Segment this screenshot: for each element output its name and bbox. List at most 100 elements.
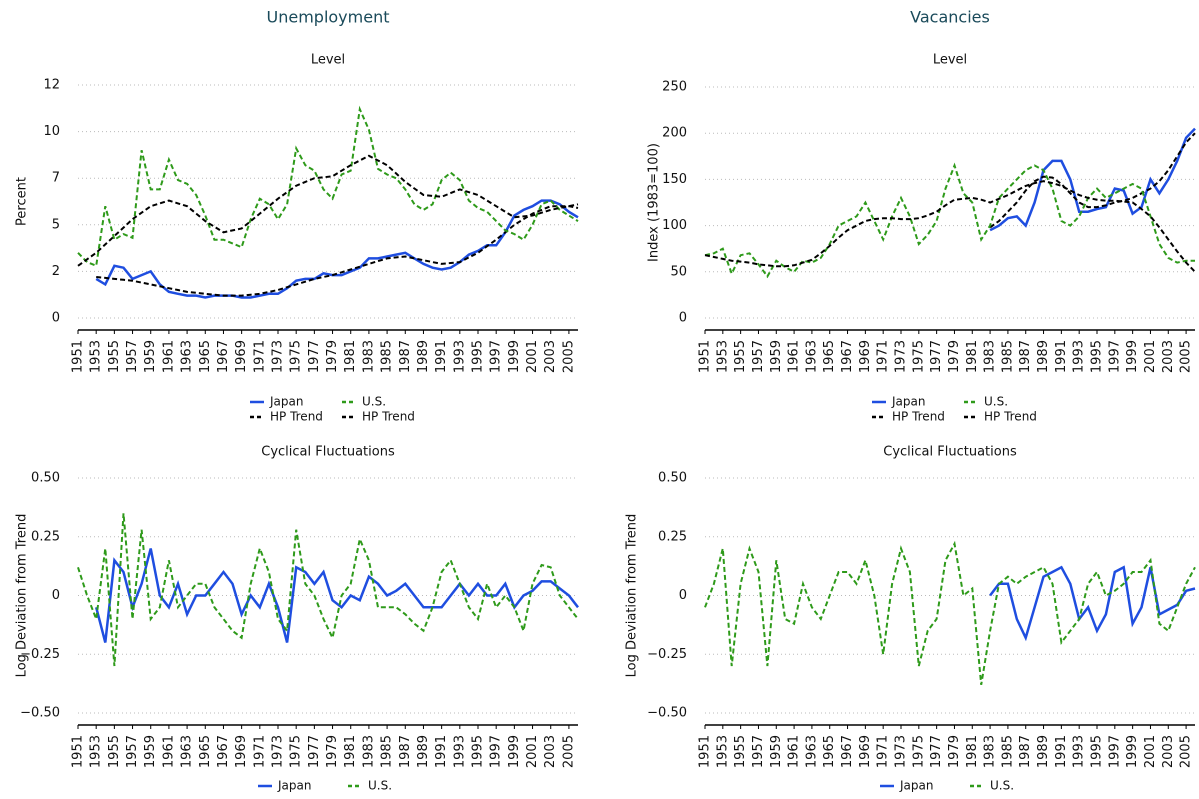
y-tick-label: −0.50 — [20, 706, 60, 721]
y-tick-label: −0.25 — [647, 647, 687, 662]
x-tick-label: 1999 — [507, 340, 522, 373]
x-tick-label: 1997 — [489, 340, 504, 373]
x-tick-label: 1975 — [911, 340, 926, 373]
x-tick-label: 1981 — [343, 735, 358, 768]
x-tick-label: 1965 — [822, 340, 837, 373]
x-tick-label: 1951 — [71, 340, 86, 373]
x-tick-label: 1979 — [947, 735, 962, 768]
x-tick-label: 1963 — [804, 735, 819, 768]
y-tick-label: 7 — [52, 171, 60, 186]
y-tick-label: 0 — [52, 588, 60, 603]
x-tick-label: 1975 — [911, 735, 926, 768]
x-tick-label: 2003 — [1161, 735, 1176, 768]
x-tick-label: 1957 — [751, 735, 766, 768]
x-tick-label: 1969 — [858, 735, 873, 768]
x-tick-label: 1987 — [1018, 735, 1033, 768]
series-line — [96, 205, 579, 297]
series-line — [704, 162, 1195, 279]
x-tick-label: 2003 — [1161, 340, 1176, 373]
x-tick-label: 1979 — [947, 340, 962, 373]
y-tick-label: 0.50 — [658, 471, 687, 486]
x-tick-label: 1961 — [161, 735, 176, 768]
x-tick-label: 1959 — [769, 735, 784, 768]
x-tick-label: 1979 — [325, 340, 340, 373]
x-tick-label: 1993 — [452, 735, 467, 768]
x-tick-label: 1953 — [715, 340, 730, 373]
x-tick-label: 1953 — [89, 735, 104, 768]
y-axis-label: Percent — [15, 177, 30, 226]
series-line — [94, 548, 579, 643]
x-tick-label: 1957 — [125, 735, 140, 768]
x-tick-label: 1989 — [416, 735, 431, 768]
x-tick-label: 1985 — [1000, 340, 1015, 373]
y-tick-label: 12 — [43, 78, 60, 93]
x-tick-label: 1989 — [1036, 735, 1051, 768]
legend-label: HP Trend — [270, 410, 323, 424]
legend-label: U.S. — [362, 395, 386, 409]
x-tick-label: 1971 — [876, 340, 891, 373]
y-tick-label: 5 — [52, 217, 60, 232]
x-tick-label: 1971 — [252, 340, 267, 373]
legend-label: Japan — [899, 779, 933, 793]
x-tick-label: 1983 — [983, 735, 998, 768]
x-tick-label: 1983 — [361, 735, 376, 768]
x-tick-label: 1963 — [804, 340, 819, 373]
y-tick-label: 0.25 — [31, 529, 60, 544]
x-tick-label: 1951 — [698, 735, 713, 768]
x-tick-label: 1971 — [252, 735, 267, 768]
y-tick-label: 150 — [662, 172, 687, 187]
x-tick-label: 1995 — [471, 340, 486, 373]
x-tick-label: 1987 — [398, 340, 413, 373]
series-line — [704, 180, 1196, 273]
x-tick-label: 2005 — [1179, 340, 1194, 373]
y-tick-label: 0.50 — [31, 471, 60, 486]
x-tick-label: 1995 — [471, 735, 486, 768]
x-tick-label: 1955 — [733, 735, 748, 768]
column-title: Vacancies — [910, 8, 990, 27]
x-tick-label: 1975 — [289, 735, 304, 768]
y-tick-label: 0 — [52, 311, 60, 326]
y-axis-label: Log Deviation from Trend — [15, 514, 30, 678]
x-tick-label: 1997 — [489, 735, 504, 768]
x-tick-label: 1987 — [1018, 340, 1033, 373]
y-tick-label: −0.50 — [647, 706, 687, 721]
x-tick-label: 1953 — [715, 735, 730, 768]
x-tick-label: 1975 — [289, 340, 304, 373]
y-tick-label: 100 — [662, 218, 687, 233]
series-line — [77, 105, 579, 268]
y-axis-label: Index (1983=100) — [647, 143, 662, 262]
x-tick-label: 1981 — [343, 340, 358, 373]
x-tick-label: 1955 — [107, 735, 122, 768]
legend-label: U.S. — [984, 395, 1008, 409]
x-tick-label: 1977 — [929, 340, 944, 373]
x-tick-label: 1965 — [198, 340, 213, 373]
x-tick-label: 1999 — [1125, 735, 1140, 768]
legend-label: U.S. — [368, 779, 392, 793]
x-tick-label: 1985 — [380, 340, 395, 373]
x-tick-label: 1999 — [1125, 340, 1140, 373]
series-line — [989, 565, 1196, 642]
x-tick-label: 2001 — [1143, 340, 1158, 373]
x-tick-label: 1993 — [1072, 735, 1087, 768]
y-tick-label: 10 — [43, 124, 60, 139]
x-tick-label: 1993 — [1072, 340, 1087, 373]
x-tick-label: 1977 — [307, 340, 322, 373]
x-tick-label: 1987 — [398, 735, 413, 768]
legend-label: U.S. — [990, 779, 1014, 793]
x-tick-label: 2003 — [543, 735, 558, 768]
series-line — [77, 154, 579, 267]
legend-label: HP Trend — [892, 410, 945, 424]
x-tick-label: 1969 — [234, 340, 249, 373]
chart-title: Level — [311, 53, 345, 68]
x-tick-label: 1985 — [380, 735, 395, 768]
x-tick-label: 1967 — [840, 735, 855, 768]
series-line — [989, 132, 1196, 229]
legend-label: HP Trend — [984, 410, 1037, 424]
x-tick-label: 1967 — [216, 735, 231, 768]
legend-label: HP Trend — [362, 410, 415, 424]
x-tick-label: 1951 — [71, 735, 86, 768]
chart-title: Cyclical Fluctuations — [261, 445, 395, 460]
x-tick-label: 1983 — [361, 340, 376, 373]
x-tick-label: 2003 — [543, 340, 558, 373]
